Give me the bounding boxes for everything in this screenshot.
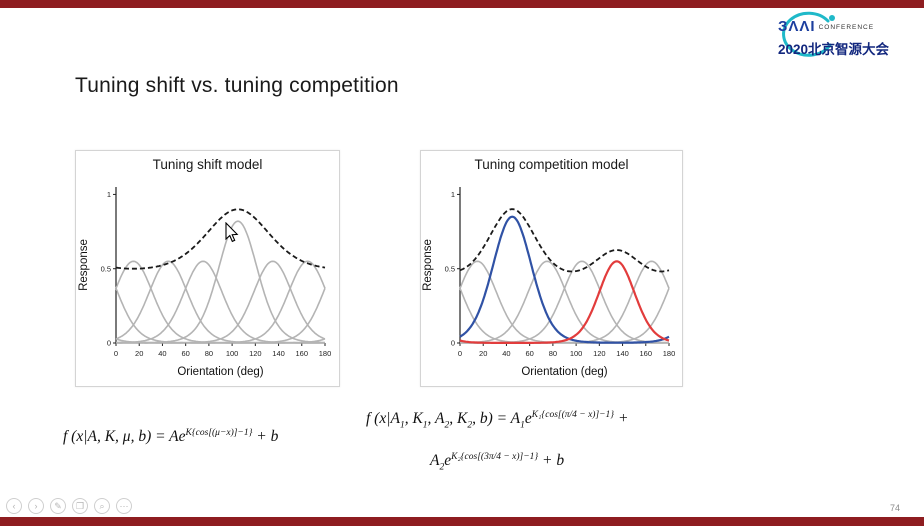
gray-tuning-curve-135 xyxy=(115,260,326,344)
formula-tuning-competition-line1: f (x|A1, K1, A2, K2, b) = A1eK₁{cos[(π/4… xyxy=(366,410,628,430)
gray-tuning-curve-45 xyxy=(115,260,326,344)
chart-title-tuning-shift: Tuning shift model xyxy=(152,157,263,172)
formula-segment: e xyxy=(444,452,452,470)
svg-text:80: 80 xyxy=(549,349,557,358)
svg-text:100: 100 xyxy=(226,349,239,358)
formula-segment: K₁{cos[(π/4 − x)]−1} xyxy=(531,410,615,420)
gray-tuning-curve-75 xyxy=(116,260,325,344)
svg-text:60: 60 xyxy=(525,349,533,358)
svg-text:20: 20 xyxy=(479,349,487,358)
chart-canvas: 0 20 40 60 80 100 120 140 160 180 0 0.5 1 Orientation… xyxy=(78,187,332,378)
svg-text:60: 60 xyxy=(181,349,189,358)
zoom-button[interactable]: ⌕ xyxy=(94,498,110,514)
svg-text:100: 100 xyxy=(570,349,583,358)
formula-segment: 2 xyxy=(444,420,450,431)
formula-segment: A xyxy=(430,452,440,470)
chart-panel-tuning-shift: Tuning shift model 0 20 40 60 80 100 120 140 160… xyxy=(75,150,340,387)
formula-segment: 1 xyxy=(520,420,525,431)
chart-canvas: 0 20 40 60 80 100 120 140 160 180 0 0.5 1 Orientation… xyxy=(422,187,676,378)
svg-text:0: 0 xyxy=(458,349,462,358)
formula-segment: , K xyxy=(449,410,468,428)
svg-text:1: 1 xyxy=(107,190,111,199)
formula-segment: K₂{cos[(3π/4 − x)]−1} xyxy=(451,452,539,462)
svg-text:80: 80 xyxy=(205,349,213,358)
gray-tuning-curve-15 xyxy=(115,260,326,344)
logo-conference-label: CONFERENCE xyxy=(818,24,875,31)
svg-text:140: 140 xyxy=(616,349,629,358)
formula-segment: 1 xyxy=(399,420,405,431)
annotation-toolbar: ‹ › ✎ ❐ ⌕ ⋯ xyxy=(6,498,132,514)
svg-text:120: 120 xyxy=(593,349,606,358)
svg-text:160: 160 xyxy=(296,349,309,358)
logo-line1: ЗΛΛI CONFERENCE xyxy=(778,18,916,36)
gray-tuning-curve-165 xyxy=(115,260,326,344)
formula-segment: 2 xyxy=(439,462,445,473)
formula-segment: f (x|A, K, μ, b) = Ae xyxy=(63,428,186,446)
logo-brush-stroke-icon xyxy=(782,11,835,57)
slide-area: Tuning shift vs. tuning competition ЗΛΛI… xyxy=(0,8,924,490)
more-tools-button[interactable]: ⋯ xyxy=(116,498,132,514)
page-number: 74 xyxy=(889,503,900,513)
next-page-button[interactable]: › xyxy=(28,498,44,514)
svg-text:0: 0 xyxy=(451,339,455,348)
svg-text:40: 40 xyxy=(502,349,510,358)
svg-text:0.5: 0.5 xyxy=(101,264,111,273)
formula-segment: 1 xyxy=(422,420,428,431)
bottom-red-bar xyxy=(0,517,924,526)
formula-segment: f (x|A xyxy=(366,410,400,428)
top-red-bar xyxy=(0,0,924,8)
svg-text:20: 20 xyxy=(135,349,143,358)
slide-title: Tuning shift vs. tuning competition xyxy=(75,74,399,97)
population-envelope-dashed xyxy=(115,208,326,270)
gray-tuning-curve-165 xyxy=(459,260,670,344)
svg-text:180: 180 xyxy=(663,349,676,358)
blue-tuning-curve-45 xyxy=(459,215,670,344)
formula-segment: + b xyxy=(252,428,279,446)
formula-segment: , b) = A xyxy=(472,410,521,428)
svg-text:Response: Response xyxy=(78,239,90,291)
svg-text:120: 120 xyxy=(249,349,262,358)
formula-segment: K{cos[(μ−x)]−1} xyxy=(185,428,253,438)
svg-text:1: 1 xyxy=(451,190,455,199)
formula-segment: + xyxy=(614,410,629,428)
baai-logo: ЗΛΛI CONFERENCE 2020北京智源大会 xyxy=(778,11,916,66)
formula-segment: + b xyxy=(538,452,565,470)
formula-segment: e xyxy=(524,410,532,428)
svg-text:Orientation (deg): Orientation (deg) xyxy=(177,366,263,378)
chart-title-tuning-competition: Tuning competition model xyxy=(474,157,629,172)
prev-page-button[interactable]: ‹ xyxy=(6,498,22,514)
tuning-shift-plot: 0 20 40 60 80 100 120 140 160 180 0 0.5 1 Orientation… xyxy=(78,177,337,383)
svg-text:180: 180 xyxy=(319,349,332,358)
chart-panel-tuning-competition: Tuning competition model 0 20 40 60 80 100 120… xyxy=(420,150,683,387)
svg-text:Response: Response xyxy=(422,239,434,291)
svg-text:Orientation (deg): Orientation (deg) xyxy=(521,366,607,378)
mouse-cursor xyxy=(225,222,239,243)
formula-segment: 2 xyxy=(467,420,473,431)
pages-overview-button[interactable]: ❐ xyxy=(72,498,88,514)
logo-baai-wordmark: ЗΛΛI xyxy=(778,18,816,35)
pen-tool-button[interactable]: ✎ xyxy=(50,498,66,514)
logo-text: ЗΛΛI CONFERENCE 2020北京智源大会 xyxy=(778,14,916,58)
logo-year-line: 2020北京智源大会 xyxy=(778,42,890,57)
red-tuning-curve-135 xyxy=(459,260,670,344)
tuning-competition-plot: 0 20 40 60 80 100 120 140 160 180 0 0.5 1 Orientation… xyxy=(422,177,681,383)
svg-text:40: 40 xyxy=(158,349,166,358)
formula-segment: , K xyxy=(404,410,423,428)
svg-text:0: 0 xyxy=(107,339,111,348)
formula-tuning-shift: f (x|A, K, μ, b) = AeK{cos[(μ−x)]−1} + b xyxy=(63,428,278,446)
svg-text:160: 160 xyxy=(640,349,653,358)
formula-segment: , A xyxy=(427,410,445,428)
population-envelope-dashed xyxy=(459,208,670,273)
svg-text:0: 0 xyxy=(114,349,118,358)
svg-text:140: 140 xyxy=(272,349,285,358)
svg-text:0.5: 0.5 xyxy=(445,264,455,273)
formula-tuning-competition-line2: A2eK₂{cos[(3π/4 − x)]−1} + b xyxy=(430,452,564,472)
